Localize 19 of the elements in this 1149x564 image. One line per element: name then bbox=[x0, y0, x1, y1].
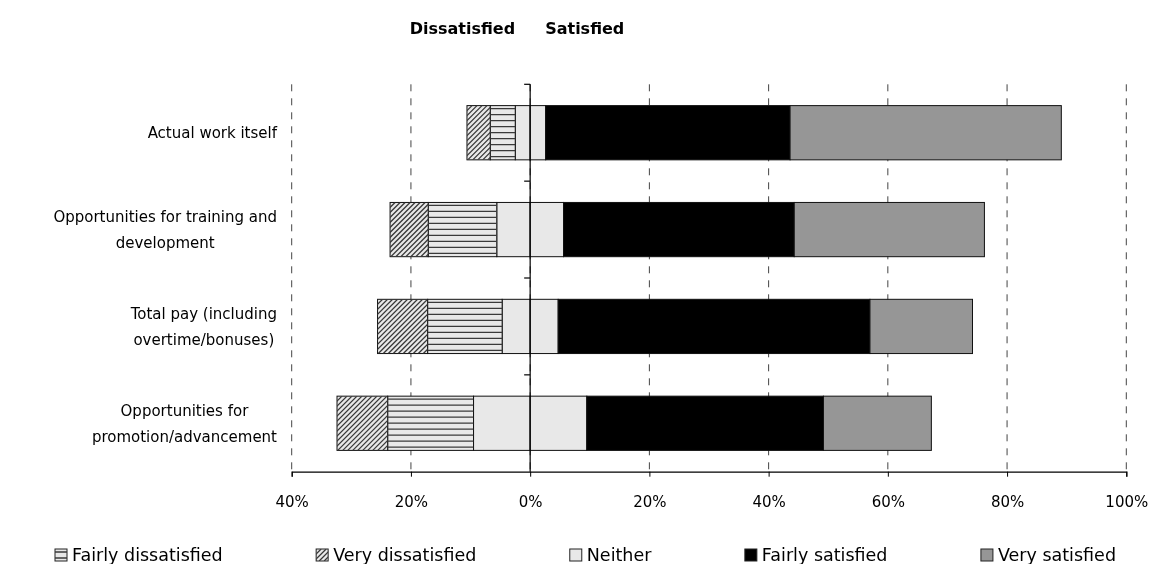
x-tick-label: 40% bbox=[752, 493, 786, 512]
legend-label: Fairly satisfied bbox=[761, 545, 888, 564]
x-tick-label: 20% bbox=[394, 493, 429, 512]
y-tick-label: Actual work itself bbox=[147, 123, 278, 142]
x-tick-label: 0% bbox=[518, 493, 543, 512]
text: Satisfied bbox=[545, 18, 625, 38]
x-tick-label: 80% bbox=[990, 493, 1025, 512]
x-tick-label: 60% bbox=[871, 493, 906, 512]
y-tick-label: Opportunities for promotion/advancement bbox=[91, 401, 278, 446]
legend-label: Very satisfied bbox=[997, 545, 1116, 564]
legend-label: Very dissatisfied bbox=[333, 545, 477, 564]
text: Dissatisfied bbox=[409, 18, 516, 38]
x-tick-label: 100% bbox=[1105, 493, 1149, 512]
y-tick-label: Opportunities for training and development bbox=[53, 207, 277, 252]
legend-label: Fairly dissatisfied bbox=[72, 545, 223, 564]
x-tick-label: 40% bbox=[275, 493, 309, 512]
legend-label: Neither bbox=[586, 545, 653, 564]
y-tick-label: Total pay (including overtime/bonuses) bbox=[129, 304, 277, 349]
x-tick-label: 20% bbox=[633, 493, 667, 512]
